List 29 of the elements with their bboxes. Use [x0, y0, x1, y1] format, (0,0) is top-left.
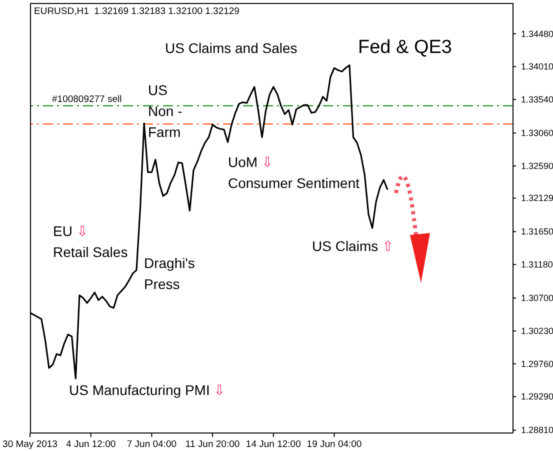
y-tick-label: 1.29760 — [521, 358, 553, 369]
annotation: EU ⇩ Retail Sales — [53, 223, 128, 260]
y-tick-label: 1.31650 — [521, 226, 553, 237]
x-tick-label: 19 Jun 04:00 — [306, 439, 362, 450]
annotation: US Non - Farm — [148, 82, 183, 140]
y-tick-label: 1.32590 — [521, 160, 553, 171]
y-tick-label: 1.32129 — [521, 193, 553, 204]
x-tick-label: 7 Jun 04:00 — [126, 439, 177, 450]
y-tick-label: 1.31180 — [521, 259, 553, 270]
ref-line-label: #100809277 sell — [52, 94, 122, 105]
y-tick-label: 1.33540 — [521, 94, 553, 104]
y-tick-label: 1.33060 — [521, 128, 553, 138]
chart-title: EURUSD,H1 1.32169 1.32183 1.32100 1.32129 — [34, 6, 240, 17]
x-tick-label: 14 Jun 12:00 — [246, 439, 301, 450]
annotation: US Claims and Sales — [165, 40, 298, 56]
x-tick-label: 11 Jun 20:00 — [185, 439, 240, 450]
x-tick-label: 30 May 2013 — [2, 439, 58, 450]
y-tick-label: 1.29290 — [521, 392, 553, 402]
y-tick-label: 1.30700 — [521, 293, 553, 304]
annotation: Draghi's Press — [144, 255, 195, 292]
y-tick-label: 1.30230 — [521, 326, 553, 336]
y-tick-label: 1.34010 — [521, 62, 553, 72]
x-tick-label: 4 Jun 12:00 — [66, 439, 116, 450]
y-tick-label: 1.34480 — [521, 28, 553, 39]
annotation: US Claims ⇧ — [312, 238, 394, 254]
annotation: Fed & QE3 — [358, 37, 452, 58]
annotation: US Manufacturing PMI ⇩ — [69, 382, 226, 398]
y-tick-label: 1.28810 — [521, 425, 553, 436]
annotation: UoM ⇩ Consumer Sentiment — [228, 154, 360, 191]
